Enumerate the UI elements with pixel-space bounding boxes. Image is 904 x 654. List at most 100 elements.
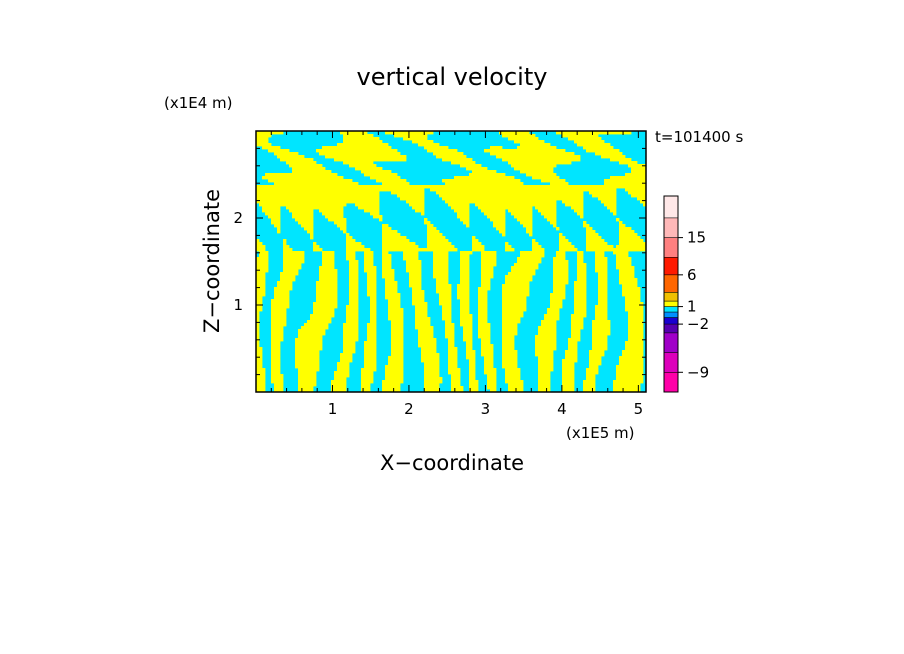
field-cell <box>577 299 581 303</box>
field-cell <box>349 353 353 357</box>
field-cell <box>505 155 509 159</box>
field-cell <box>598 302 602 306</box>
field-cell <box>325 314 329 318</box>
field-cell <box>316 311 320 315</box>
field-cell <box>355 200 359 204</box>
field-cell <box>565 191 569 195</box>
field-cell <box>538 359 542 363</box>
field-cell <box>361 185 365 189</box>
field-cell <box>637 329 641 333</box>
field-cell <box>310 188 314 192</box>
field-cell <box>388 230 392 234</box>
field-cell <box>571 341 575 345</box>
field-cell <box>319 308 323 312</box>
field-cell <box>448 149 452 153</box>
field-cell <box>352 326 356 330</box>
field-cell <box>547 146 551 150</box>
field-cell <box>310 314 314 318</box>
field-cell <box>427 236 431 240</box>
field-cell <box>277 323 281 327</box>
field-cell <box>433 353 437 357</box>
field-cell <box>490 344 494 348</box>
field-cell <box>322 293 326 297</box>
field-cell <box>385 254 389 258</box>
field-cell <box>313 191 317 195</box>
field-cell <box>628 257 632 261</box>
field-cell <box>574 134 578 138</box>
field-cell <box>502 179 506 183</box>
field-cell <box>304 200 308 204</box>
field-cell <box>595 266 599 270</box>
field-cell <box>286 302 290 306</box>
field-cell <box>511 299 515 303</box>
field-cell <box>394 338 398 342</box>
field-cell <box>325 287 329 291</box>
field-cell <box>352 317 356 321</box>
field-cell <box>556 308 560 312</box>
field-cell <box>307 215 311 219</box>
field-cell <box>361 197 365 201</box>
field-cell <box>625 281 629 285</box>
field-cell <box>601 287 605 291</box>
field-cell <box>526 251 530 255</box>
field-cell <box>349 197 353 201</box>
field-cell <box>367 197 371 201</box>
field-cell <box>328 251 332 255</box>
field-cell <box>310 158 314 162</box>
field-cell <box>526 191 530 195</box>
field-cell <box>400 179 404 183</box>
field-cell <box>487 329 491 333</box>
field-cell <box>385 272 389 276</box>
field-cell <box>448 188 452 192</box>
field-cell <box>481 257 485 261</box>
field-cell <box>319 320 323 324</box>
field-cell <box>523 209 527 213</box>
field-cell <box>448 242 452 246</box>
field-cell <box>532 170 536 174</box>
field-cell <box>571 320 575 324</box>
field-cell <box>505 248 509 252</box>
field-cell <box>613 209 617 213</box>
field-cell <box>388 146 392 150</box>
field-cell <box>535 257 539 261</box>
field-cell <box>349 131 353 135</box>
field-cell <box>301 347 305 351</box>
field-cell <box>286 197 290 201</box>
field-cell <box>472 200 476 204</box>
field-cell <box>259 143 263 147</box>
field-cell <box>469 176 473 180</box>
field-cell <box>529 134 533 138</box>
field-cell <box>274 200 278 204</box>
field-cell <box>553 284 557 288</box>
field-cell <box>256 293 260 297</box>
field-cell <box>607 179 611 183</box>
field-cell <box>478 176 482 180</box>
field-cell <box>493 212 497 216</box>
field-cell <box>559 197 563 201</box>
field-cell <box>424 314 428 318</box>
field-cell <box>466 179 470 183</box>
field-cell <box>277 350 281 354</box>
field-cell <box>376 212 380 216</box>
field-cell <box>523 215 527 219</box>
field-cell <box>571 194 575 198</box>
field-cell <box>436 251 440 255</box>
field-cell <box>277 332 281 336</box>
field-cell <box>637 170 641 174</box>
field-cell <box>382 251 386 255</box>
field-cell <box>550 146 554 150</box>
field-cell <box>517 299 521 303</box>
field-cell <box>286 290 290 294</box>
field-cell <box>541 359 545 363</box>
field-cell <box>553 293 557 297</box>
field-cell <box>505 293 509 297</box>
field-cell <box>523 287 527 291</box>
field-cell <box>385 233 389 237</box>
field-cell <box>607 152 611 156</box>
field-cell <box>592 323 596 327</box>
field-cell <box>370 191 374 195</box>
field-cell <box>337 212 341 216</box>
field-cell <box>490 191 494 195</box>
field-cell <box>451 185 455 189</box>
field-cell <box>460 209 464 213</box>
